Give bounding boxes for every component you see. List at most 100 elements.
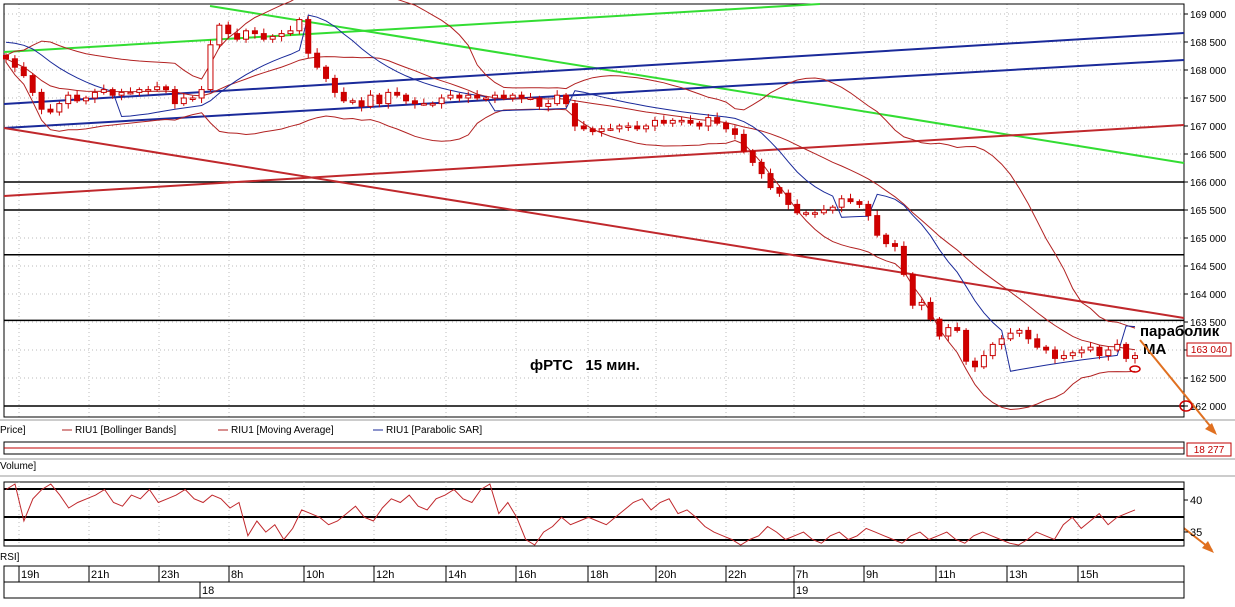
candle xyxy=(1016,329,1023,334)
annotation-ma: МА xyxy=(1143,341,1166,358)
candle xyxy=(536,97,543,107)
candle xyxy=(65,94,72,105)
candle xyxy=(1051,349,1058,359)
candle xyxy=(145,89,152,92)
legend-bollinger[interactable]: RIU1 [Bollinger Bands] xyxy=(75,425,176,436)
candle xyxy=(767,173,774,189)
candle xyxy=(1069,352,1076,357)
rsi-tick-40: 40 xyxy=(1190,495,1202,507)
candle xyxy=(438,97,445,105)
legend-price: Price] xyxy=(0,425,26,436)
candle xyxy=(411,100,418,105)
candle xyxy=(1034,338,1041,348)
price-tick-label: 163 500 xyxy=(1190,318,1227,329)
legend-sar[interactable]: RIU1 [Parabolic SAR] xyxy=(386,425,482,436)
candle xyxy=(687,119,694,124)
current-price-box xyxy=(1186,342,1232,357)
candle xyxy=(971,360,978,368)
candle xyxy=(394,91,401,96)
candle xyxy=(883,234,890,245)
red-trend-down xyxy=(3,127,1185,319)
chart-annotation: фРТС 15 мин. xyxy=(530,357,640,374)
candle xyxy=(758,161,765,175)
price-tick-label: 165 000 xyxy=(1190,234,1227,245)
candle xyxy=(616,125,623,130)
candle xyxy=(838,198,845,208)
candle xyxy=(38,91,45,110)
candle xyxy=(1078,349,1085,354)
candle xyxy=(100,89,107,93)
candle xyxy=(474,94,481,99)
price-tick-label: 168 500 xyxy=(1190,38,1227,49)
candle xyxy=(358,100,365,107)
candle xyxy=(1060,355,1067,359)
forecast-arrow-price xyxy=(1139,339,1216,433)
candle xyxy=(900,245,907,275)
candle xyxy=(251,30,258,35)
candle xyxy=(785,192,792,205)
time-tick-label: 19h xyxy=(21,569,39,581)
candle xyxy=(874,215,881,236)
candle xyxy=(198,89,205,99)
candle xyxy=(314,52,321,68)
candle xyxy=(20,66,27,77)
time-tick-label: 11h xyxy=(938,569,956,581)
time-tick-label: 8h xyxy=(231,569,243,581)
candle xyxy=(518,94,525,99)
candle xyxy=(776,187,783,194)
legend-ma[interactable]: RIU1 [Moving Average] xyxy=(231,425,334,436)
candle xyxy=(1105,349,1112,357)
candle xyxy=(367,94,374,107)
price-tick-label: 166 500 xyxy=(1190,150,1227,161)
candle xyxy=(91,91,98,99)
candle xyxy=(83,97,90,102)
candle xyxy=(287,30,294,35)
candle xyxy=(927,301,934,320)
candle xyxy=(269,35,276,40)
candle xyxy=(563,94,570,105)
time-tick-label: 14h xyxy=(448,569,466,581)
candle xyxy=(234,33,241,40)
candle xyxy=(260,33,267,40)
candle xyxy=(634,125,641,130)
volume-value-box xyxy=(1186,442,1232,457)
candle xyxy=(349,100,356,103)
red-trend-up xyxy=(3,124,1185,197)
candle xyxy=(598,128,605,133)
candle xyxy=(660,119,667,124)
candle xyxy=(998,338,1005,345)
price-tick-label: 162 500 xyxy=(1190,374,1227,385)
rsi-series xyxy=(5,483,1136,546)
time-tick-label: 9h xyxy=(866,569,878,581)
candle xyxy=(651,119,658,127)
time-tick-label: 12h xyxy=(376,569,394,581)
rsi-label: RSI] xyxy=(0,552,20,563)
time-tick-label: 21h xyxy=(91,569,109,581)
candle xyxy=(225,24,232,35)
candle xyxy=(607,128,614,131)
green-trend-up xyxy=(3,3,821,53)
candle xyxy=(127,91,134,95)
candle xyxy=(714,117,721,124)
candle xyxy=(420,103,427,106)
candle xyxy=(1132,355,1138,359)
parabolic-sar xyxy=(5,14,1136,372)
volume-value: 18 277 xyxy=(1194,445,1225,456)
candle xyxy=(305,19,312,54)
candle xyxy=(811,212,818,215)
horizontal-levels xyxy=(4,181,1184,407)
time-tick-label: 15h xyxy=(1080,569,1098,581)
time-tick-label: 18h xyxy=(590,569,608,581)
candle xyxy=(509,94,516,99)
candle xyxy=(340,91,347,102)
date-label: 19 xyxy=(796,585,808,597)
candle xyxy=(527,97,534,100)
candle xyxy=(1007,332,1014,340)
candle xyxy=(403,94,410,102)
time-tick-label: 13h xyxy=(1009,569,1027,581)
rsi-grid xyxy=(18,482,1079,546)
candle xyxy=(865,203,872,217)
forecast-arrowhead-rsi xyxy=(1202,541,1214,553)
